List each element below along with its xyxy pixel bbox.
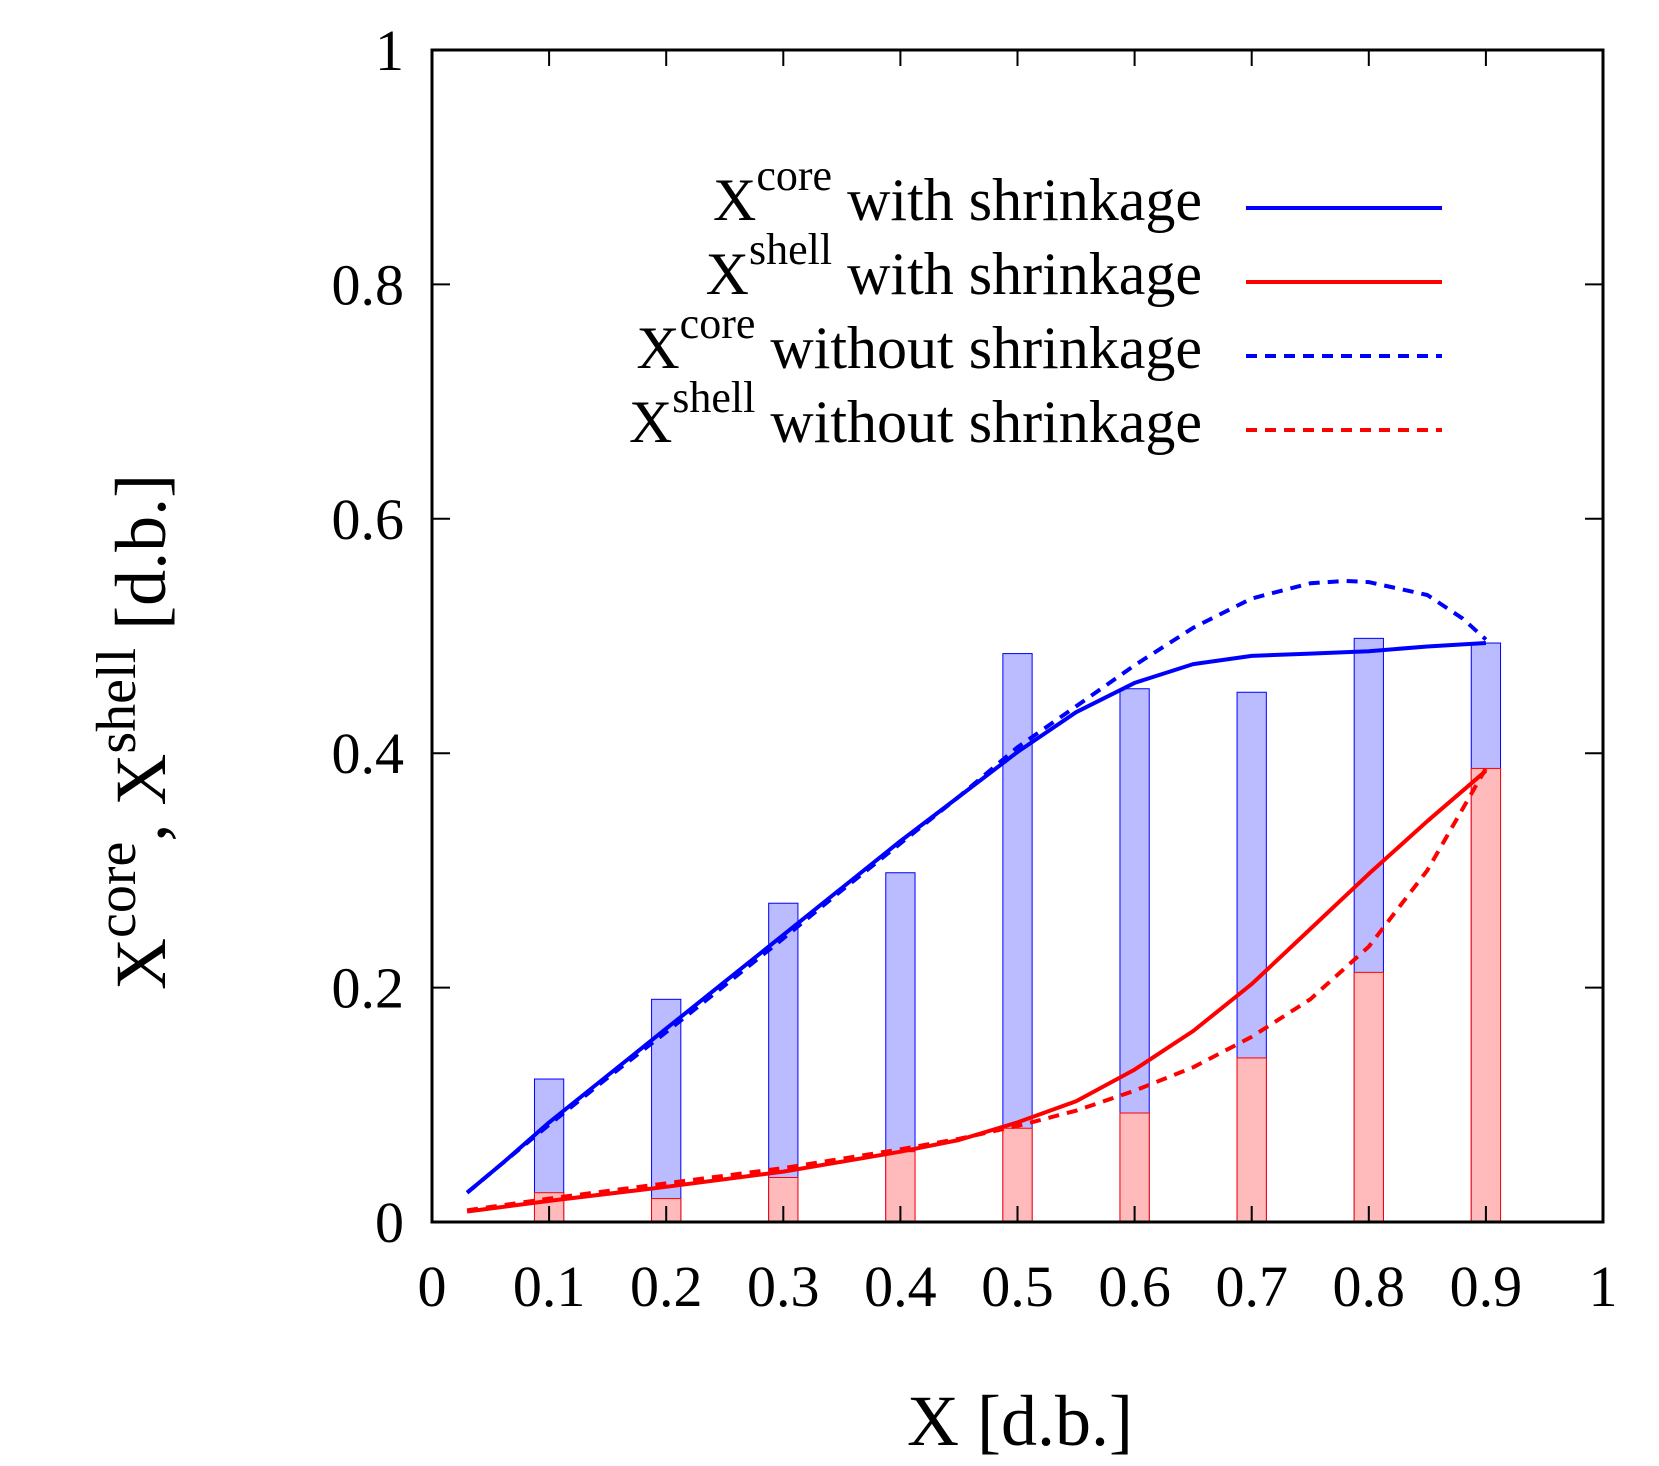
legend-label-sup: core	[680, 299, 756, 348]
series-line-2	[465, 578, 1488, 1195]
legend-label: Xcore with shrinkage	[713, 151, 1202, 233]
ticks-layer: 0 0.1 0.2 0.3 0.4 0.5 0.6 0.7 0.8 0.9 1 0 0.2 0.4 0.6 0…	[332, 18, 1618, 1319]
y-title-sup-core: core	[86, 842, 148, 938]
x-tick-label: 0.7	[1215, 1254, 1288, 1319]
y-axis-title: Xcore, Xshell [d.b.]	[86, 474, 181, 990]
series-line-0	[465, 641, 1487, 1195]
y-title-base-core: X	[101, 938, 181, 990]
series-line-1	[466, 769, 1488, 1214]
legend-label: Xshell without shrinkage	[629, 373, 1202, 455]
x-axis-title: X [d.b.]	[907, 1381, 1133, 1461]
x-tick-label: 1	[1589, 1254, 1618, 1319]
legend-label-text: with shrinkage	[832, 241, 1202, 307]
bar-shell	[1119, 1112, 1150, 1223]
legend-label: Xcore without shrinkage	[636, 299, 1202, 381]
x-tick-label: 0.5	[981, 1254, 1054, 1319]
legend-label-base: X	[706, 241, 749, 307]
x-tick-label: 0.2	[630, 1254, 703, 1319]
legend-label-base: X	[636, 315, 679, 381]
bars-layer	[533, 637, 1502, 1223]
y-tick-label: 1	[375, 18, 404, 83]
lines-layer	[465, 578, 1488, 1214]
y-tick-label: 0	[375, 1190, 404, 1255]
y-title-sup-shell: shell	[86, 648, 148, 754]
x-tick-label: 0.8	[1333, 1254, 1406, 1319]
legend-label-sup: shell	[672, 373, 755, 422]
x-tick-label: 0	[418, 1254, 447, 1319]
bar-shell	[1353, 971, 1384, 1223]
legend-label-sup: core	[756, 151, 832, 200]
y-title-base-shell: X	[101, 754, 181, 806]
x-tick-label: 0.3	[747, 1254, 820, 1319]
y-tick-label: 0.2	[332, 956, 405, 1021]
y-tick-label: 0.6	[332, 487, 405, 552]
legend-label-base: X	[713, 167, 756, 233]
y-title-separator: ,	[101, 806, 181, 842]
y-title-unit: [d.b.]	[101, 474, 181, 648]
x-tick-label: 0.9	[1450, 1254, 1523, 1319]
legend-label-text: without shrinkage	[755, 315, 1202, 381]
legend-label-text: with shrinkage	[832, 167, 1202, 233]
legend-label-base: X	[629, 389, 672, 455]
y-tick-label: 0.8	[332, 252, 405, 317]
bar-shell	[1470, 767, 1502, 1223]
legend-label-text: without shrinkage	[755, 389, 1202, 455]
legend-label-sup: shell	[749, 225, 832, 274]
legend-label: Xshell with shrinkage	[706, 225, 1202, 307]
bar-shell	[1236, 1057, 1267, 1223]
x-tick-label: 0.1	[513, 1254, 586, 1319]
x-tick-label: 0.4	[864, 1254, 937, 1319]
y-tick-label: 0.4	[332, 721, 405, 786]
series-line-3	[466, 767, 1488, 1213]
x-tick-label: 0.6	[1098, 1254, 1171, 1319]
